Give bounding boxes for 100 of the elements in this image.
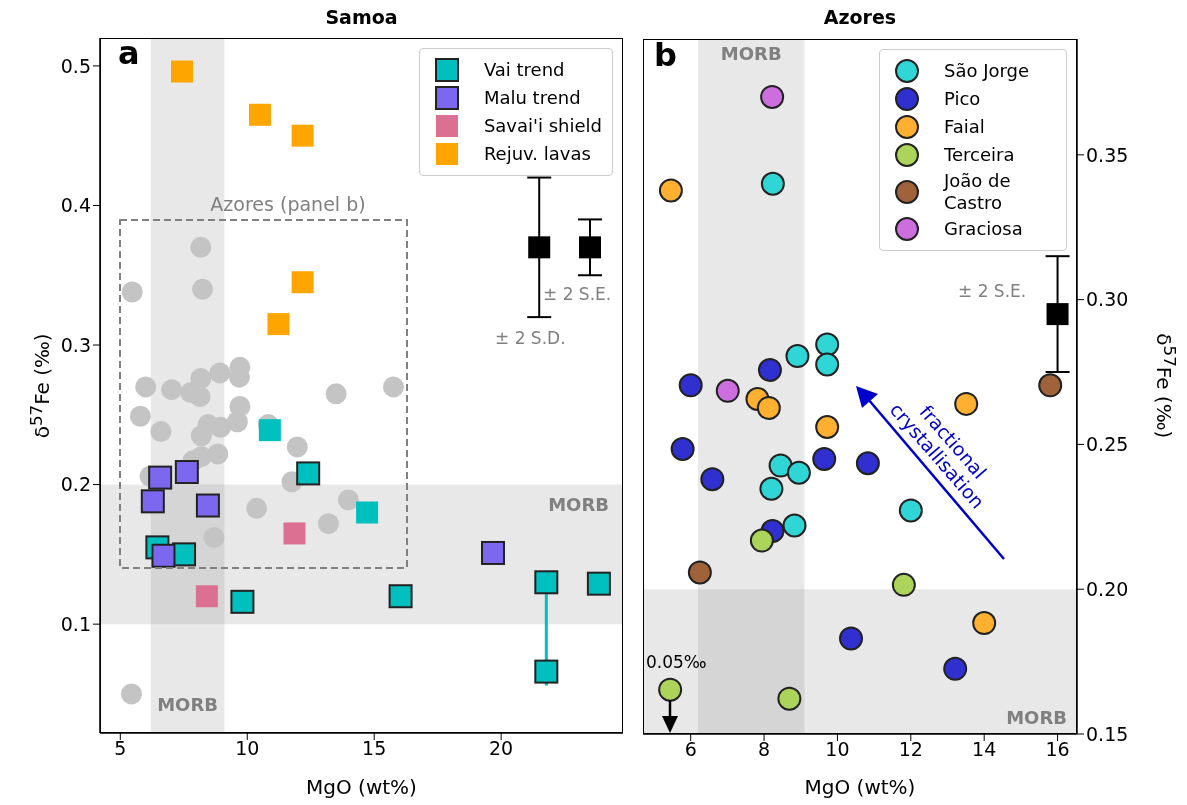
point bbox=[151, 543, 176, 568]
legend-label: Savai'i shield bbox=[483, 115, 602, 137]
x-tick-label: 15 bbox=[362, 737, 387, 760]
point bbox=[296, 461, 321, 486]
y-tick-label: 0.1 bbox=[60, 612, 91, 635]
point bbox=[283, 522, 306, 545]
chart-title: Samoa bbox=[324, 6, 399, 28]
point bbox=[267, 313, 290, 336]
point bbox=[759, 476, 784, 501]
point bbox=[839, 626, 864, 651]
legend-label: Graciosa bbox=[944, 218, 1023, 240]
point bbox=[325, 383, 347, 405]
legend-label: Pico bbox=[944, 88, 981, 110]
point bbox=[148, 465, 173, 490]
point bbox=[129, 405, 151, 427]
point bbox=[337, 489, 359, 511]
legend-label: Faial bbox=[944, 116, 985, 138]
point bbox=[1046, 303, 1069, 326]
point bbox=[190, 368, 212, 390]
x-tick-label: 20 bbox=[489, 737, 514, 760]
point bbox=[286, 436, 308, 458]
point bbox=[812, 446, 837, 471]
x-tick-label: 5 bbox=[114, 737, 127, 760]
point bbox=[195, 585, 218, 608]
point bbox=[210, 416, 232, 438]
point bbox=[782, 513, 807, 538]
band-label: MORB bbox=[1006, 707, 1067, 728]
y-tick-label: 0.2 bbox=[60, 473, 91, 496]
point bbox=[678, 373, 703, 398]
point bbox=[586, 571, 611, 596]
point bbox=[161, 379, 183, 401]
y2-tick-label: 0.35 bbox=[1086, 143, 1129, 166]
point bbox=[785, 344, 810, 369]
annotation: b bbox=[654, 36, 677, 74]
point bbox=[1038, 373, 1063, 398]
point bbox=[815, 352, 840, 377]
point bbox=[356, 501, 379, 524]
band-label: MORB bbox=[157, 694, 218, 715]
legend-label: Terceira bbox=[944, 144, 1015, 166]
point bbox=[534, 570, 559, 595]
point bbox=[715, 378, 740, 403]
point bbox=[855, 451, 880, 476]
point bbox=[388, 584, 413, 609]
point bbox=[760, 84, 785, 109]
point bbox=[972, 611, 997, 636]
point bbox=[670, 437, 695, 462]
y-tick-label: 0.3 bbox=[60, 333, 91, 356]
point bbox=[171, 60, 193, 83]
point bbox=[291, 271, 314, 294]
point bbox=[786, 460, 811, 485]
point bbox=[534, 659, 559, 684]
point bbox=[209, 362, 231, 384]
annotation: ± 2 S.E. bbox=[543, 284, 612, 304]
annotation: ± 2 S.E. bbox=[958, 281, 1027, 301]
point bbox=[190, 236, 212, 258]
legend-label: João de Castro bbox=[944, 170, 1012, 214]
point bbox=[246, 497, 268, 519]
point bbox=[226, 411, 248, 433]
point bbox=[140, 489, 165, 514]
point bbox=[248, 103, 271, 126]
point bbox=[777, 686, 802, 711]
y2-tick-label: 0.30 bbox=[1086, 288, 1129, 311]
y2-tick-label: 0.25 bbox=[1086, 433, 1129, 456]
x-tick-label: 8 bbox=[758, 738, 771, 761]
point bbox=[749, 528, 774, 553]
point bbox=[318, 513, 339, 535]
x-axis-title: MgO (wt%) bbox=[305, 775, 418, 799]
y2-tick-label: 0.15 bbox=[1086, 722, 1129, 745]
point bbox=[768, 453, 793, 478]
legend-label: Vai trend bbox=[483, 59, 565, 81]
point bbox=[815, 332, 840, 357]
legend-label: Malu trend bbox=[483, 87, 581, 109]
point bbox=[756, 395, 781, 420]
annotation: ± 2 S.D. bbox=[495, 328, 566, 348]
point bbox=[291, 124, 314, 147]
point bbox=[258, 419, 281, 442]
point bbox=[891, 572, 916, 597]
x-tick-label: 10 bbox=[235, 737, 260, 760]
y2-tick-label: 0.20 bbox=[1086, 577, 1129, 600]
point bbox=[192, 278, 214, 300]
point bbox=[658, 677, 683, 702]
point bbox=[189, 386, 211, 408]
y-tick-label: 0.5 bbox=[60, 54, 91, 77]
point bbox=[700, 467, 725, 492]
x-axis-title: MgO (wt%) bbox=[803, 775, 917, 799]
point bbox=[174, 460, 199, 485]
point bbox=[943, 656, 968, 681]
x-tick-label: 6 bbox=[684, 738, 697, 761]
band-label: MORB bbox=[720, 42, 782, 64]
chart-title: Azores bbox=[822, 6, 898, 28]
point bbox=[121, 281, 143, 303]
x-tick-label: 16 bbox=[1045, 738, 1070, 761]
point bbox=[757, 357, 782, 382]
x-tick-label: 10 bbox=[825, 738, 850, 761]
point bbox=[760, 171, 785, 196]
point bbox=[150, 421, 172, 443]
point bbox=[135, 376, 157, 398]
point bbox=[203, 527, 225, 549]
y-tick-label: 0.4 bbox=[60, 194, 91, 217]
annotation: a bbox=[118, 34, 140, 72]
